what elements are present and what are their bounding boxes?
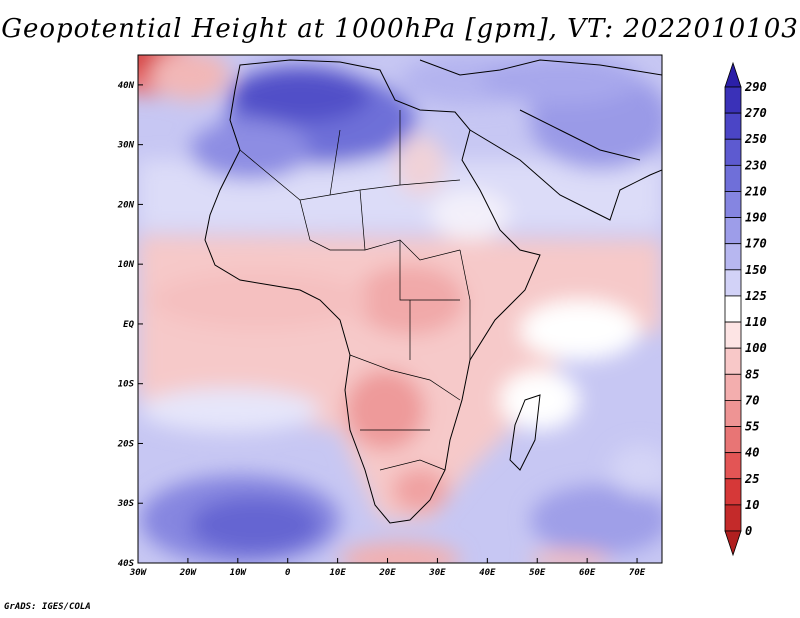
lon-label: 0 xyxy=(285,568,291,578)
lat-label: 40N xyxy=(118,81,135,91)
lon-label: 30E xyxy=(428,568,446,578)
lat-label: 30N xyxy=(117,141,135,151)
lat-label: 20S xyxy=(117,439,135,449)
lat-label: 40S xyxy=(118,559,135,569)
lon-label: 30W xyxy=(129,568,148,578)
lat-label: 10S xyxy=(118,380,135,390)
colorbar-swatch xyxy=(724,243,742,271)
colorbar-label: 150 xyxy=(745,263,767,277)
colorbar-label: 290 xyxy=(744,80,767,94)
colorbar-label: 190 xyxy=(745,211,767,225)
lat-label: EQ xyxy=(123,320,134,330)
colorbar-swatch xyxy=(724,269,742,297)
colorbar-label: 110 xyxy=(745,315,767,329)
colorbar-label: 0 xyxy=(745,524,752,538)
lat-label: 10N xyxy=(118,260,135,270)
colorbar-swatch xyxy=(724,112,742,140)
lon-label: 70E xyxy=(629,568,646,578)
colorbar-label: 10 xyxy=(745,498,759,512)
colorbar-swatch xyxy=(724,138,742,166)
colorbar-swatch xyxy=(724,217,742,245)
colorbar-swatch xyxy=(724,295,742,323)
colorbar-swatch xyxy=(724,373,742,401)
colorbar-label: 170 xyxy=(745,237,767,251)
colorbar-label: 55 xyxy=(745,420,759,434)
colorbar-label: 250 xyxy=(744,132,767,146)
colorbar-label: 270 xyxy=(744,106,767,120)
grads-credit: GrADS: IGES/COLA xyxy=(4,602,91,612)
colorbar-top-arrow xyxy=(724,61,742,88)
coastlines xyxy=(204,59,662,524)
colorbar-swatch xyxy=(724,400,742,427)
latitude-axis: 40N 30N 20N 10N EQ 10S 20S 30S 40S xyxy=(117,81,143,569)
lat-label: 20N xyxy=(117,200,135,210)
colorbar-label: 125 xyxy=(745,289,767,303)
lon-label: 50E xyxy=(529,568,546,578)
colorbar: 2902702502302101901701501251101008570554… xyxy=(724,61,767,557)
colorbar-swatch xyxy=(724,426,742,454)
colorbar-swatch xyxy=(724,191,742,218)
colorbar-label: 40 xyxy=(745,446,759,460)
colorbar-swatch xyxy=(724,347,742,375)
map-title: Geopotential Height at 1000hPa [gpm], VT… xyxy=(1,14,799,44)
colorbar-swatch xyxy=(724,321,742,349)
plot-frame xyxy=(137,54,663,564)
lon-label: 10W xyxy=(230,568,248,578)
lon-label: 60E xyxy=(579,568,596,578)
lon-label: 20W xyxy=(179,568,198,578)
colorbar-label: 210 xyxy=(744,184,767,198)
colorbar-swatch xyxy=(724,86,742,114)
colorbar-swatch xyxy=(724,504,742,532)
longitude-axis: 30W 20W 10W 0 10E 20E 30E 40E 50E 60E 70E xyxy=(129,558,646,578)
colorbar-label: 230 xyxy=(744,158,767,172)
lat-label: 30S xyxy=(117,499,135,509)
lon-label: 40E xyxy=(479,568,496,578)
colorbar-label: 70 xyxy=(745,393,759,407)
colorbar-bottom-arrow xyxy=(724,530,742,557)
colorbar-swatch xyxy=(724,452,742,480)
height-field xyxy=(138,55,662,563)
colorbar-label: 100 xyxy=(745,341,767,355)
lon-label: 10E xyxy=(329,568,346,578)
colorbar-swatch xyxy=(724,478,742,506)
colorbar-label: 25 xyxy=(744,472,759,486)
colorbar-swatch xyxy=(724,164,742,192)
lon-label: 20E xyxy=(378,568,396,578)
colorbar-label: 85 xyxy=(745,367,759,381)
